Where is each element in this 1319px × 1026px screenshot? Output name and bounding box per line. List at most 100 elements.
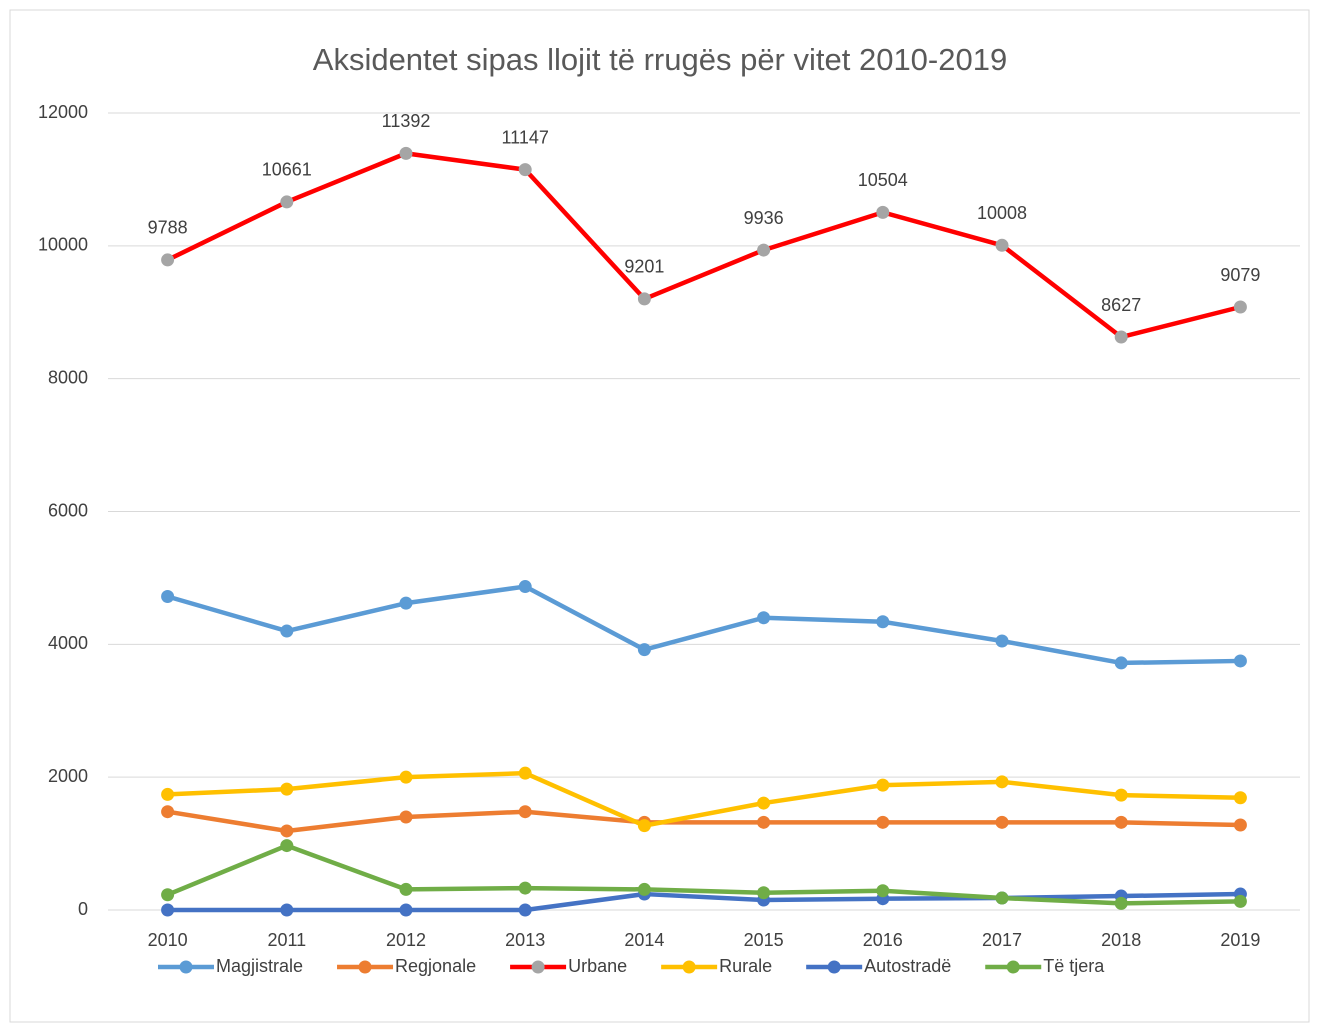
- legend-marker: [682, 960, 696, 974]
- data-point: [876, 884, 890, 898]
- legend-label: Urbane: [568, 956, 627, 976]
- legend-label: Magjistrale: [216, 956, 303, 976]
- data-point: [1114, 788, 1128, 802]
- data-point: [757, 611, 771, 625]
- data-point: [518, 881, 532, 895]
- x-tick-label: 2013: [505, 930, 545, 950]
- data-label: 11392: [382, 111, 431, 131]
- y-tick-label: 8000: [48, 367, 88, 387]
- x-tick-label: 2010: [148, 930, 188, 950]
- series-line: [167, 809, 1241, 834]
- legend-marker: [1006, 960, 1020, 974]
- data-point: [280, 624, 294, 638]
- data-point: [1233, 300, 1247, 314]
- data-point: [280, 195, 294, 209]
- series-line: [167, 770, 1241, 828]
- legend-label: Regjonale: [395, 956, 476, 976]
- data-point: [876, 205, 890, 219]
- series-line: [166, 151, 1241, 340]
- x-tick-label: 2015: [744, 930, 784, 950]
- data-point: [757, 243, 771, 257]
- legend-marker: [827, 960, 841, 974]
- legend-label: Autostradë: [864, 956, 951, 976]
- data-point: [161, 253, 175, 267]
- y-tick-label: 4000: [48, 633, 88, 653]
- data-point: [1233, 894, 1247, 908]
- data-label: 10504: [858, 170, 908, 190]
- data-point: [161, 903, 175, 917]
- y-tick-label: 0: [78, 899, 88, 919]
- chart-title: Aksidentet sipas llojit të rrugës për vi…: [313, 42, 1007, 77]
- data-point: [1114, 815, 1128, 829]
- data-point: [399, 810, 413, 824]
- data-point: [518, 163, 532, 177]
- data-point: [995, 891, 1009, 905]
- data-point: [1114, 656, 1128, 670]
- legend-label: Të tjera: [1043, 956, 1105, 976]
- data-point: [637, 292, 651, 306]
- data-point: [280, 903, 294, 917]
- y-tick-label: 10000: [38, 235, 88, 255]
- legend-marker: [531, 960, 545, 974]
- data-point: [876, 815, 890, 829]
- data-point: [757, 886, 771, 900]
- data-point: [757, 815, 771, 829]
- data-point: [1233, 791, 1247, 805]
- x-tick-label: 2012: [386, 930, 426, 950]
- data-point: [280, 782, 294, 796]
- x-tick-label: 2014: [624, 930, 664, 950]
- data-point: [876, 778, 890, 792]
- data-point: [161, 787, 175, 801]
- data-point: [995, 775, 1009, 789]
- data-point: [637, 643, 651, 657]
- data-point: [637, 882, 651, 896]
- y-tick-label: 12000: [38, 102, 88, 122]
- x-tick-label: 2016: [863, 930, 903, 950]
- data-point: [280, 824, 294, 838]
- x-tick-label: 2019: [1220, 930, 1260, 950]
- data-point: [161, 888, 175, 902]
- legend-marker: [179, 960, 193, 974]
- data-label: 9788: [148, 218, 188, 238]
- data-point: [1233, 818, 1247, 832]
- data-point: [1233, 654, 1247, 668]
- data-label: 9079: [1220, 265, 1260, 285]
- data-point: [280, 839, 294, 853]
- x-tick-label: 2017: [982, 930, 1022, 950]
- series-line: [166, 843, 1241, 906]
- data-point: [161, 590, 175, 604]
- data-point: [518, 903, 532, 917]
- series-line: [166, 584, 1241, 666]
- data-label: 10661: [262, 160, 312, 180]
- data-point: [1114, 330, 1128, 344]
- data-label: 9936: [744, 208, 784, 228]
- data-point: [161, 805, 175, 819]
- data-point: [399, 903, 413, 917]
- data-point: [876, 615, 890, 629]
- data-point: [757, 796, 771, 810]
- data-point: [399, 146, 413, 160]
- y-tick-label: 6000: [48, 500, 88, 520]
- chart-border: [9, 9, 1310, 1023]
- legend-label: Rurale: [719, 956, 772, 976]
- x-tick-label: 2011: [267, 930, 306, 950]
- data-point: [637, 819, 651, 833]
- data-point: [399, 596, 413, 610]
- data-point: [995, 238, 1009, 252]
- data-point: [518, 766, 532, 780]
- data-label: 9201: [624, 257, 664, 277]
- legend-marker: [358, 960, 372, 974]
- data-point: [399, 770, 413, 784]
- data-point: [1114, 896, 1128, 910]
- data-point: [399, 882, 413, 896]
- data-point: [995, 815, 1009, 829]
- data-label: 10008: [977, 203, 1027, 223]
- series-line: [167, 891, 1241, 913]
- data-point: [995, 634, 1009, 648]
- data-point: [518, 580, 532, 594]
- x-tick-label: 2018: [1101, 930, 1141, 950]
- data-point: [518, 805, 532, 819]
- data-label: 8627: [1101, 295, 1141, 315]
- data-label: 11147: [502, 127, 549, 147]
